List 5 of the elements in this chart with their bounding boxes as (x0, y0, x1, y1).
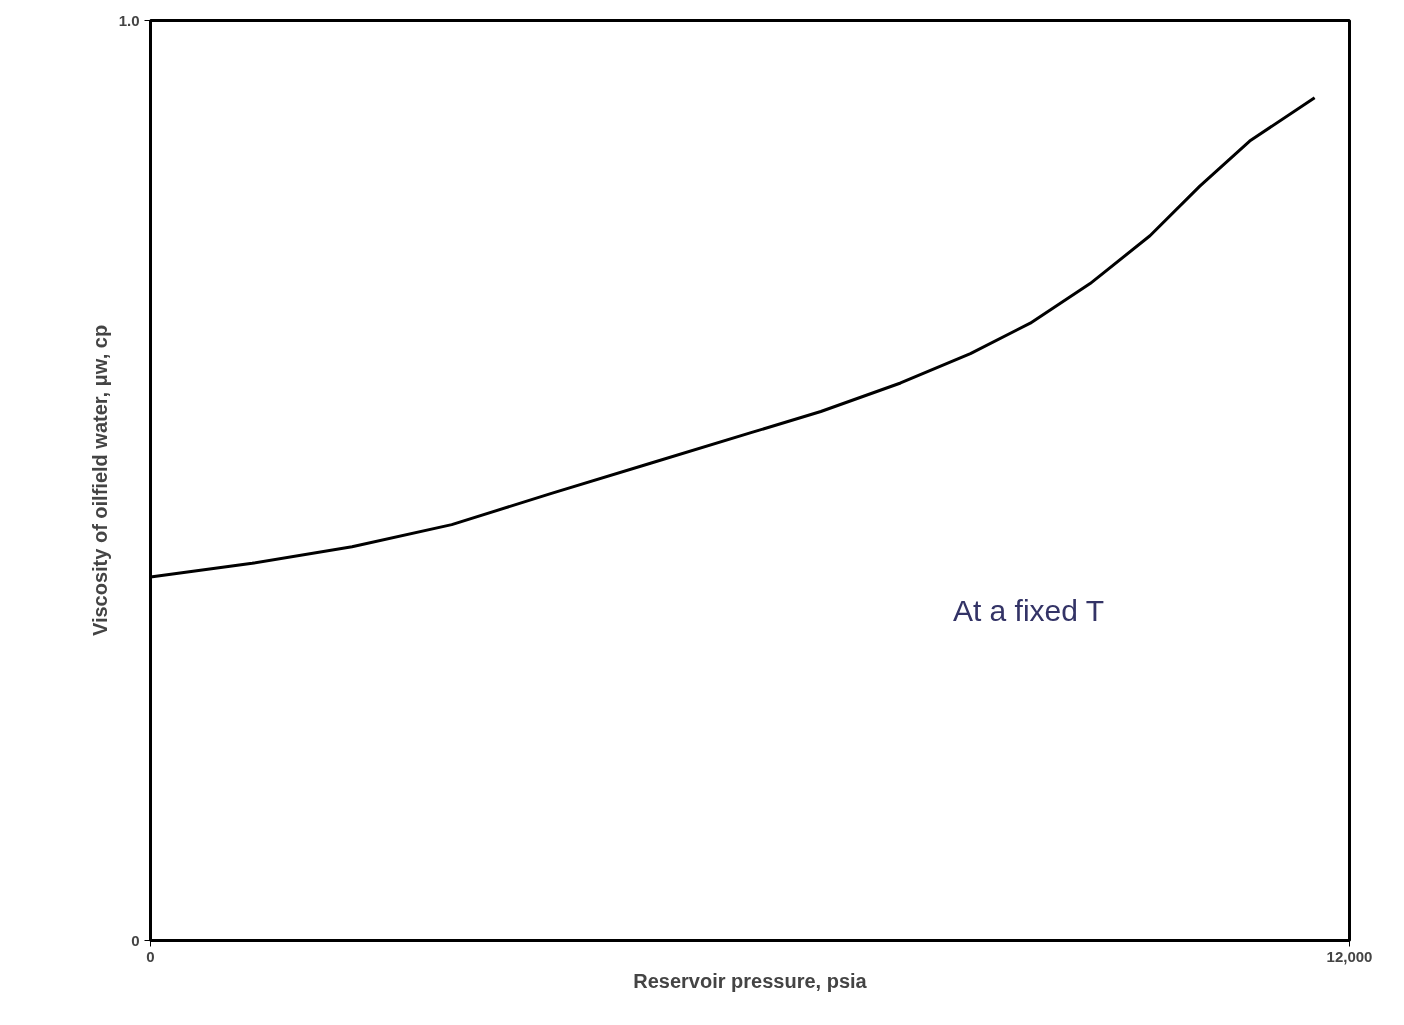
y-axis-title: Viscosity of oilfield water, μw, cp (88, 324, 111, 637)
annotation: At a fixed T (952, 593, 1105, 627)
x-axis-title: Reservoir pressure, psia (633, 969, 868, 992)
x-tick-label: 12,000 (1326, 947, 1373, 965)
y-tick-label: 1.0 (118, 11, 140, 29)
